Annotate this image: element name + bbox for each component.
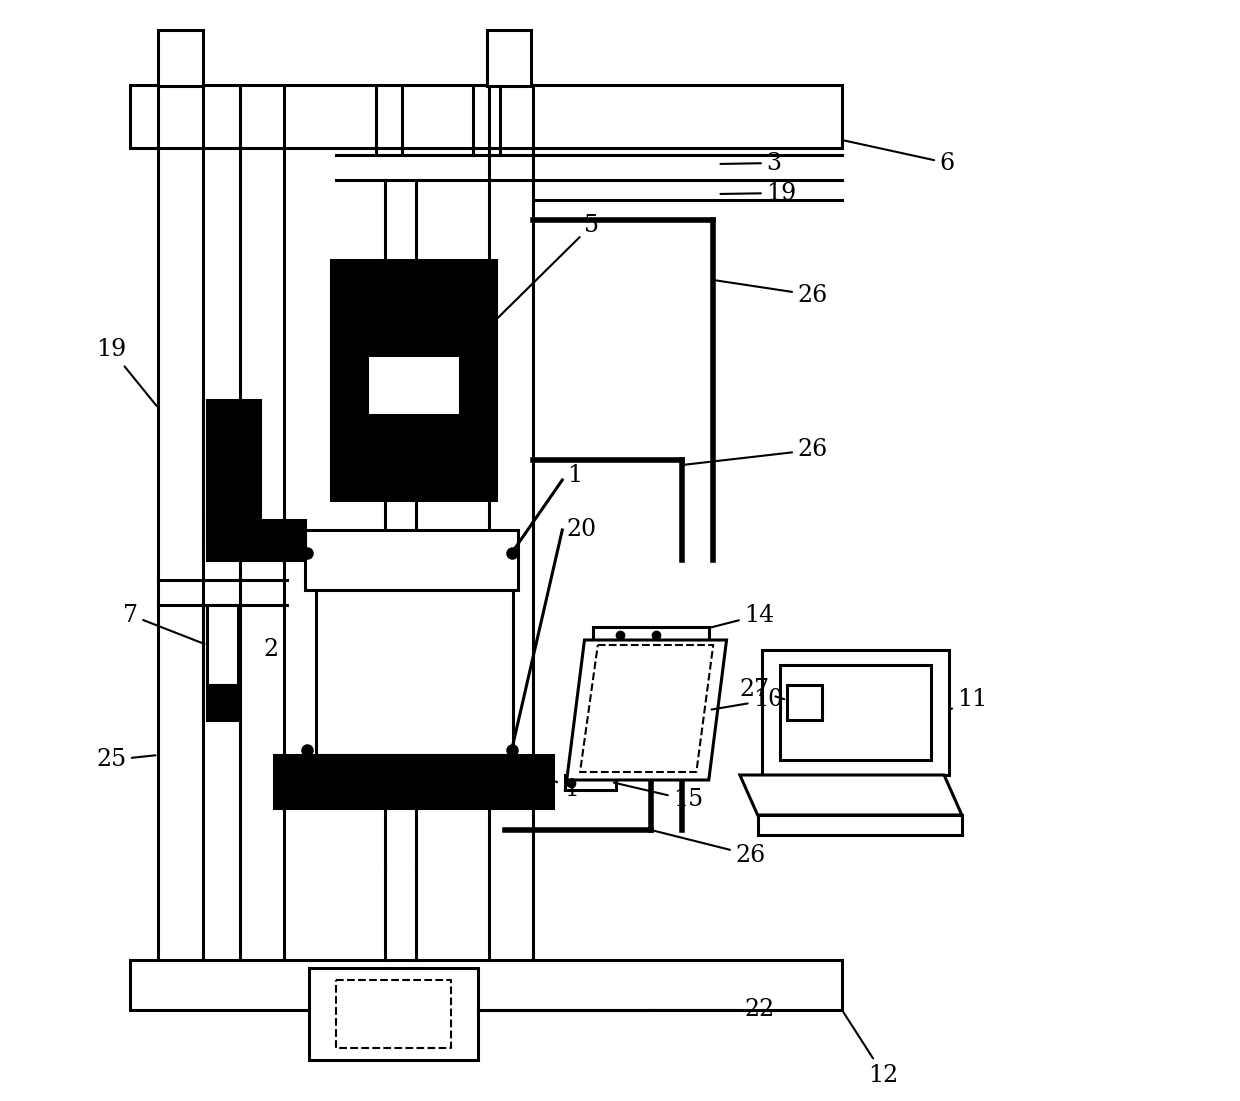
Bar xyxy=(763,650,949,775)
Text: 20: 20 xyxy=(567,519,596,542)
Bar xyxy=(331,460,496,500)
Bar xyxy=(780,665,931,760)
Bar xyxy=(367,415,460,460)
Text: 19: 19 xyxy=(720,182,797,205)
Text: 7: 7 xyxy=(123,603,205,644)
Text: 11: 11 xyxy=(951,688,987,711)
Text: 6: 6 xyxy=(844,141,955,174)
Polygon shape xyxy=(567,640,727,780)
Text: 15: 15 xyxy=(614,783,703,811)
Text: 25: 25 xyxy=(97,749,155,772)
Text: 12: 12 xyxy=(843,1012,899,1087)
Polygon shape xyxy=(758,815,962,835)
Bar xyxy=(309,968,477,1060)
Bar xyxy=(367,310,460,355)
Text: 10: 10 xyxy=(712,688,784,711)
Text: 26: 26 xyxy=(653,830,765,866)
Polygon shape xyxy=(740,775,962,815)
Bar xyxy=(331,310,367,460)
Bar xyxy=(207,606,238,685)
Bar xyxy=(331,260,496,310)
Text: 19: 19 xyxy=(97,338,156,406)
Text: 4: 4 xyxy=(556,778,578,802)
Bar xyxy=(274,755,553,808)
Bar xyxy=(207,685,238,720)
Bar xyxy=(207,400,260,535)
Bar xyxy=(594,626,709,643)
Bar xyxy=(460,310,496,460)
Text: 14: 14 xyxy=(712,603,775,628)
Bar xyxy=(130,960,842,1010)
Text: 27: 27 xyxy=(740,678,784,701)
Bar xyxy=(159,30,202,86)
Text: 2: 2 xyxy=(263,639,278,662)
Text: 26: 26 xyxy=(715,281,828,306)
Text: 3: 3 xyxy=(720,152,781,174)
Bar xyxy=(130,85,842,148)
Bar xyxy=(487,30,531,86)
Bar xyxy=(305,530,518,590)
Text: 5: 5 xyxy=(497,214,599,318)
Bar xyxy=(565,775,615,791)
Text: 1: 1 xyxy=(567,464,582,487)
Bar xyxy=(316,590,513,755)
Bar xyxy=(787,685,822,720)
Text: 26: 26 xyxy=(684,438,828,465)
Text: 22: 22 xyxy=(650,999,775,1022)
Bar xyxy=(207,520,305,560)
